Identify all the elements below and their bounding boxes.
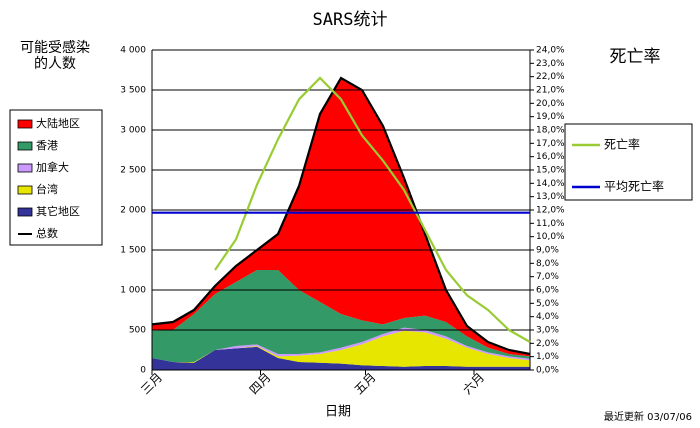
y-tick-label: 1 500 — [120, 246, 146, 256]
y-tick-label: 1 000 — [120, 286, 146, 296]
legend-swatch — [17, 185, 33, 195]
y2-tick-label: 13,0% — [536, 192, 565, 202]
y-tick-label: 0 — [140, 366, 146, 376]
y2-tick-label: 18,0% — [536, 126, 565, 136]
x-axis-label: 日期 — [325, 405, 351, 420]
legend-swatch — [17, 207, 33, 217]
y-tick-label: 2 000 — [120, 206, 146, 216]
area — [152, 346, 530, 370]
x-tick-label: 六月 — [460, 370, 487, 397]
y-tick-label: 500 — [129, 326, 146, 336]
y2-tick-label: 24,0% — [536, 46, 565, 56]
y-tick-label: 4 000 — [120, 46, 146, 56]
y2-tick-label: 5,0% — [536, 299, 559, 309]
y2-tick-label: 17,0% — [536, 139, 565, 149]
legend-swatch — [17, 141, 33, 151]
y2-tick-label: 4,0% — [536, 312, 559, 322]
x-tick-label: 四月 — [247, 370, 274, 397]
y2-axis-label: 死亡率 — [610, 47, 661, 67]
legend-label: 台湾 — [36, 182, 58, 196]
y2-tick-label: 8,0% — [536, 259, 559, 269]
legend-label: 总数 — [36, 226, 58, 240]
area — [152, 330, 530, 367]
area — [152, 78, 530, 357]
legend-swatch — [17, 163, 33, 173]
legend-label: 平均死亡率 — [604, 179, 664, 194]
y2-tick-label: 12,0% — [536, 206, 565, 216]
footer: 最近更新 03/07/06 — [604, 410, 692, 423]
y2-tick-label: 10,0% — [536, 232, 565, 242]
y2-tick-label: 11,0% — [536, 219, 565, 229]
y-tick-label: 2 500 — [120, 166, 146, 176]
y2-tick-label: 22,0% — [536, 72, 565, 82]
y2-tick-label: 16,0% — [536, 152, 565, 162]
legend-label: 死亡率 — [604, 137, 640, 152]
y2-tick-label: 2,0% — [536, 339, 559, 349]
y2-tick-label: 0,0% — [536, 366, 559, 376]
legend-box — [9, 109, 103, 246]
y2-tick-label: 7,0% — [536, 272, 559, 282]
area — [152, 270, 530, 362]
line — [214, 76, 531, 343]
legend-label: 加拿大 — [36, 160, 69, 174]
y2-tick-label: 9,0% — [536, 246, 559, 256]
chart-title: SARS统计 — [313, 10, 388, 30]
legend-label: 大陆地区 — [36, 116, 80, 130]
legend-label: 其它地区 — [36, 204, 80, 218]
y2-tick-label: 19,0% — [536, 112, 565, 122]
y2-tick-label: 6,0% — [536, 286, 559, 296]
y-tick-label: 3 000 — [120, 126, 146, 136]
y2-tick-label: 23,0% — [536, 59, 565, 69]
y2-tick-label: 3,0% — [536, 326, 559, 336]
y-axis-label: 可能受感染 — [20, 39, 90, 56]
y2-tick-label: 1,0% — [536, 352, 559, 362]
legend-swatch — [17, 119, 33, 129]
y2-tick-label: 21,0% — [536, 86, 565, 96]
y-tick-label: 3 500 — [120, 86, 146, 96]
x-tick-label: 五月 — [352, 370, 379, 397]
line — [151, 76, 531, 356]
y2-tick-label: 15,0% — [536, 166, 565, 176]
y2-tick-label: 14,0% — [536, 179, 565, 189]
y2-tick-label: 20,0% — [536, 99, 565, 109]
y-axis-label: 的人数 — [34, 56, 76, 72]
legend-label: 香港 — [36, 139, 58, 152]
